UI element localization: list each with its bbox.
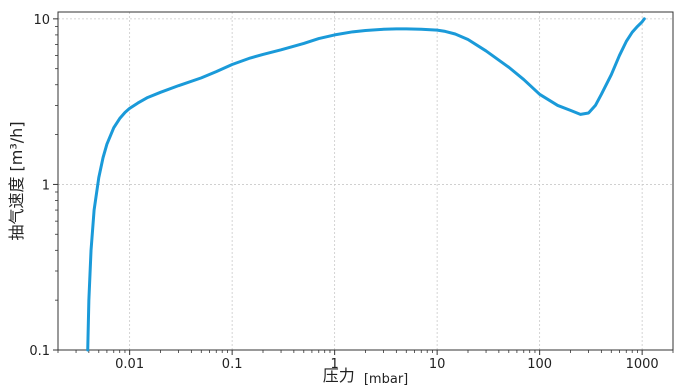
y-axis-title: 抽气速度 [m³/h] xyxy=(7,121,26,240)
series-line xyxy=(86,17,646,352)
x-axis-label: 压力 xyxy=(323,366,355,385)
x-tick-label: 1 xyxy=(331,357,339,372)
x-tick-label: 10 xyxy=(429,357,446,372)
x-tick-label: 1000 xyxy=(626,357,659,372)
y-tick-label: 0.1 xyxy=(29,344,50,359)
grid xyxy=(58,12,673,351)
x-tick-label: 0.1 xyxy=(222,357,243,372)
axis-ticks: 0.01 0.1 1 10 100 1000 0.1 1 10 xyxy=(29,13,674,372)
x-tick-label: 100 xyxy=(527,357,552,372)
series-layer xyxy=(86,17,646,352)
y-tick-label: 10 xyxy=(33,13,50,28)
x-axis-title: 压力 [mbar] xyxy=(323,366,408,385)
plot-frame xyxy=(57,11,674,351)
y-tick-label: 1 xyxy=(42,178,50,193)
x-axis-unit: [mbar] xyxy=(364,372,408,385)
x-tick-label: 0.01 xyxy=(115,357,144,372)
